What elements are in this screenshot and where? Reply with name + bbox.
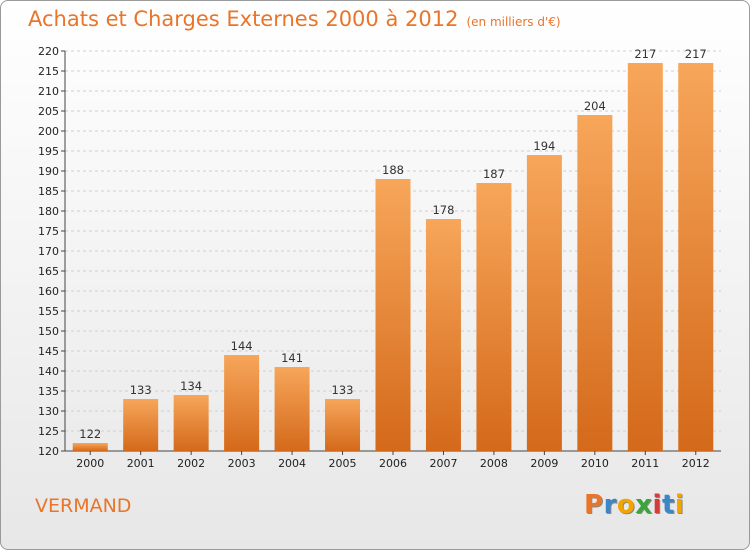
y-tick-label: 125 xyxy=(38,425,59,438)
y-tick-label: 155 xyxy=(38,305,59,318)
y-tick-label: 130 xyxy=(38,405,59,418)
y-tick-label: 210 xyxy=(38,85,59,98)
x-tick-label: 2000 xyxy=(76,457,104,470)
logo-letter: x xyxy=(635,490,653,520)
bar xyxy=(224,355,260,451)
logo-letter: P xyxy=(584,490,604,520)
logo-letter: i xyxy=(652,490,662,520)
y-tick-label: 215 xyxy=(38,65,59,78)
x-tick-label: 2012 xyxy=(682,457,710,470)
bar-value-label: 141 xyxy=(281,351,303,365)
labels: 120 125 130 135 140 145 150 155 160 165 170 175 180 1… xyxy=(38,45,710,470)
bar-value-label: 122 xyxy=(79,427,101,441)
x-tick-label: 2010 xyxy=(581,457,609,470)
bar-value-label: 188 xyxy=(382,163,404,177)
logo-letter: r xyxy=(603,490,617,520)
bar xyxy=(72,443,108,451)
bar xyxy=(678,63,714,451)
x-tick-label: 2008 xyxy=(480,457,508,470)
bar xyxy=(476,183,512,451)
y-tick-label: 205 xyxy=(38,105,59,118)
x-tick-label: 2009 xyxy=(530,457,558,470)
bar-value-label: 217 xyxy=(685,47,707,61)
bar xyxy=(375,179,411,451)
chart-title-text: Achats et Charges Externes 2000 à 2012 xyxy=(28,7,459,31)
bar-value-label: 187 xyxy=(483,167,505,181)
x-tick-label: 2011 xyxy=(631,457,659,470)
y-tick-label: 145 xyxy=(38,345,59,358)
y-tick-label: 160 xyxy=(38,285,59,298)
y-tick-label: 165 xyxy=(38,265,59,278)
chart-title: Achats et Charges Externes 2000 à 2012 (e… xyxy=(28,7,561,31)
y-tick-label: 120 xyxy=(38,445,59,458)
bar xyxy=(627,63,663,451)
y-tick-label: 220 xyxy=(38,45,59,58)
bar-value-label: 144 xyxy=(231,339,253,353)
logo-letter: t xyxy=(661,490,675,520)
proxiti-logo: Proxiti xyxy=(584,490,684,520)
bar-value-label: 217 xyxy=(634,47,656,61)
y-tick-label: 190 xyxy=(38,165,59,178)
bar-value-label: 133 xyxy=(332,383,354,397)
bar xyxy=(425,219,461,451)
y-tick-label: 170 xyxy=(38,245,59,258)
bar xyxy=(325,399,361,451)
chart-unit: (en milliers d'€) xyxy=(466,15,561,29)
bar-value-label: 134 xyxy=(180,379,202,393)
x-tick-label: 2007 xyxy=(429,457,457,470)
y-tick-label: 135 xyxy=(38,385,59,398)
x-tick-label: 2005 xyxy=(329,457,357,470)
bar xyxy=(173,395,209,451)
y-tick-label: 185 xyxy=(38,185,59,198)
bars xyxy=(72,63,714,451)
logo-letter: o xyxy=(616,490,636,520)
y-tick-label: 150 xyxy=(38,325,59,338)
x-tick-label: 2004 xyxy=(278,457,306,470)
x-tick-label: 2001 xyxy=(127,457,155,470)
x-tick-label: 2006 xyxy=(379,457,407,470)
bar-value-label: 204 xyxy=(584,99,606,113)
y-tick-label: 195 xyxy=(38,145,59,158)
bar xyxy=(274,367,310,451)
x-tick-label: 2003 xyxy=(228,457,256,470)
bar xyxy=(526,155,562,451)
logo-letter: i xyxy=(674,490,685,520)
commune-name: VERMAND xyxy=(35,495,132,517)
y-tick-label: 140 xyxy=(38,365,59,378)
bar xyxy=(577,115,613,451)
y-tick-label: 175 xyxy=(38,225,59,238)
bar xyxy=(123,399,159,451)
bar-value-label: 133 xyxy=(130,383,152,397)
y-tick-label: 200 xyxy=(38,125,59,138)
x-tick-label: 2002 xyxy=(177,457,205,470)
bar-value-label: 178 xyxy=(432,203,454,217)
y-tick-label: 180 xyxy=(38,205,59,218)
bar-value-label: 194 xyxy=(533,139,555,153)
